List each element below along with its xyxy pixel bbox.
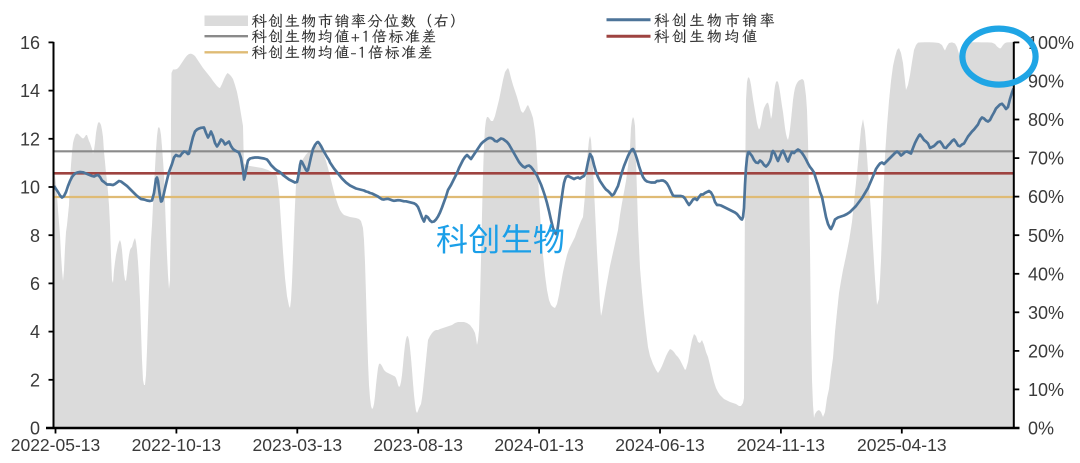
svg-text:2024-06-13: 2024-06-13 [615,435,705,455]
svg-text:50%: 50% [1028,226,1064,246]
svg-text:10%: 10% [1028,380,1064,400]
svg-text:2022-05-13: 2022-05-13 [11,435,101,455]
svg-text:16: 16 [20,33,40,53]
svg-text:8: 8 [30,226,40,246]
svg-text:10: 10 [20,178,40,198]
svg-text:20%: 20% [1028,342,1064,362]
svg-text:40%: 40% [1028,264,1064,284]
svg-text:6: 6 [30,274,40,294]
svg-text:2024-01-13: 2024-01-13 [494,435,584,455]
svg-text:60%: 60% [1028,187,1064,207]
svg-text:2023-03-13: 2023-03-13 [253,435,343,455]
svg-text:2022-10-13: 2022-10-13 [132,435,222,455]
svg-text:14: 14 [20,81,40,101]
svg-text:4: 4 [30,322,40,342]
svg-text:2025-04-13: 2025-04-13 [857,435,947,455]
svg-text:80%: 80% [1028,110,1064,130]
svg-text:0%: 0% [1028,419,1054,439]
svg-text:100%: 100% [1028,33,1074,53]
svg-text:90%: 90% [1028,72,1064,92]
svg-text:70%: 70% [1028,149,1064,169]
svg-text:2023-08-13: 2023-08-13 [373,435,463,455]
svg-text:30%: 30% [1028,303,1064,323]
svg-text:0: 0 [30,419,40,439]
svg-text:12: 12 [20,129,40,149]
svg-text:2: 2 [30,370,40,390]
svg-text:2024-11-13: 2024-11-13 [737,435,825,455]
